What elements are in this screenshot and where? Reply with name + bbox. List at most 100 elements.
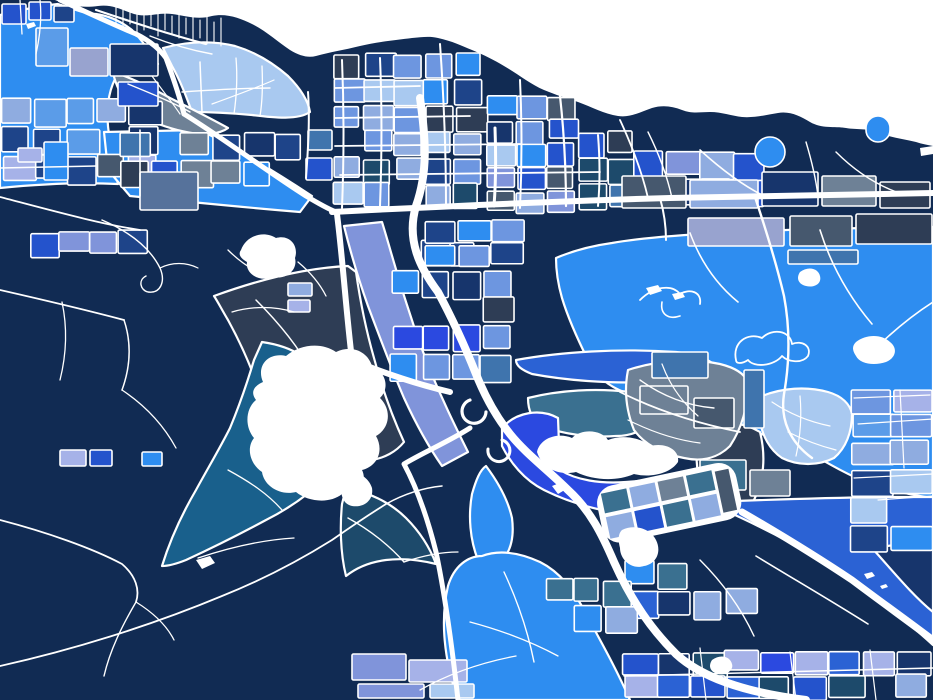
road-suburb-v2	[379, 57, 383, 207]
road-highway-southeast	[738, 508, 933, 644]
road-suburb-v3	[439, 43, 447, 209]
road-highway-connector	[334, 211, 355, 363]
city-block-suburb-top-a	[333, 78, 367, 103]
city-block-suburb-top-a	[424, 131, 451, 154]
road-pale-lane-2	[233, 57, 238, 115]
road-pale-lane-1	[199, 61, 203, 113]
road-azure-lane-3	[689, 232, 739, 303]
notch-right-edge	[920, 146, 933, 156]
city-block-suburb-top-a	[425, 105, 454, 133]
road-gray-knob-lane-1	[639, 379, 715, 409]
road-ridge-lane-3	[699, 149, 765, 197]
city-block	[141, 451, 163, 467]
road-lake-area-lane-1	[227, 249, 267, 277]
road-br-street-v3	[869, 649, 877, 700]
pond-in-teal	[196, 556, 215, 569]
road-sw-long-road	[0, 503, 387, 667]
lake-spur	[341, 472, 373, 507]
city-block	[89, 449, 113, 467]
road-highway-east-west	[329, 190, 933, 215]
road-west-mid-1	[0, 289, 125, 321]
road-west-mid-4	[121, 389, 177, 449]
city-block-blocks-bottom-right-rows	[621, 653, 660, 676]
city-block-blocks-below-highway-mid	[489, 241, 525, 265]
road-gray-knob-lane-3	[627, 419, 701, 444]
city-block-blocks-southeast-mid	[725, 587, 759, 615]
city-block-blocks-bottom-right-rows	[656, 674, 691, 698]
city-block-blocks-below-shore-road	[57, 231, 91, 252]
city-block-suburb-top-a	[364, 129, 393, 152]
city-block	[287, 282, 313, 297]
road-west-hook	[101, 219, 164, 293]
city-block-blocks-center	[391, 269, 420, 295]
road-corner-lane-1	[19, 0, 23, 35]
road-suburb-v6	[558, 94, 568, 208]
lens-grid-stadium-cell	[714, 468, 738, 513]
road-highway-ns	[408, 94, 810, 700]
road-charcoal-lane-1	[255, 299, 313, 373]
city-block	[351, 653, 407, 681]
city-block	[761, 171, 819, 207]
city-block-blocks-south-center	[605, 605, 639, 634]
city-block-suburb-top-a	[424, 53, 453, 79]
road-se-flats-lane-2	[699, 559, 755, 637]
road-suburb-h3	[334, 143, 521, 147]
road-right-edge-lane-4	[877, 495, 933, 501]
road-se-flats-lane-1	[755, 555, 869, 625]
speck-topleft	[26, 22, 36, 29]
lens-grid-stadium-cell	[657, 476, 688, 502]
city-block	[639, 385, 689, 415]
road-charcoal-lane-2	[311, 371, 367, 381]
city-block-suburb-top-a	[332, 181, 364, 205]
lens-grid-stadium-cell	[629, 482, 659, 508]
city-block-suburb-top-b	[516, 143, 547, 168]
road-pale-lane-5	[211, 79, 275, 105]
road-marina-spine-2	[149, 35, 213, 55]
city-block-blocks-bottom-right-rows	[862, 651, 896, 677]
city-block-blocks-center	[482, 296, 515, 323]
road-gray-lane-1	[127, 83, 191, 113]
road-shoreline-road	[57, 0, 187, 117]
city-block-suburb-top-a	[453, 78, 483, 106]
city-block-blocks-west-mid	[119, 131, 152, 158]
city-block-blocks-northwest	[96, 153, 125, 178]
road-suburb-v4	[492, 126, 498, 208]
city-block-blocks-south-center	[545, 577, 574, 601]
road-suburb-v1	[341, 59, 345, 209]
road-petrol-lane-1	[347, 517, 405, 563]
city-block	[651, 351, 709, 379]
city-block	[787, 249, 859, 265]
road-lake-area-lane-2	[297, 261, 327, 297]
city-block-blocks-west-mid	[243, 131, 276, 157]
city-block-suburb-top-b	[486, 121, 514, 144]
road-suburb-h4	[339, 171, 601, 176]
city-block	[17, 147, 43, 163]
road-sw-coast-2	[103, 601, 137, 677]
road-marina-spine	[94, 8, 208, 46]
road-ramp-loop-2	[486, 438, 512, 464]
road-azure-lane-4	[819, 229, 873, 325]
city-block-suburb-top-c	[578, 183, 608, 211]
city-block-suburb-top-a	[455, 106, 489, 133]
road-azure-lane-2	[660, 301, 681, 318]
city-block-suburb-top-a	[363, 181, 390, 208]
lens-grid-stadium-cell	[690, 493, 721, 521]
city-block-blocks-west-mid	[179, 131, 210, 156]
city-block-blocks-east-suburb	[699, 151, 736, 181]
city-block-blocks-right-edge-low	[889, 468, 933, 495]
city-block-blocks-center	[392, 325, 424, 350]
road-azure-lane-6	[619, 391, 741, 433]
city-block	[821, 175, 877, 207]
city-block-blocks-below-highway-mid	[424, 244, 456, 267]
city-block	[53, 5, 75, 23]
city-block-blocks-west-mid	[274, 133, 302, 161]
lake-east-small	[798, 268, 821, 287]
road-right-edge-lane-5	[899, 389, 905, 469]
city-block-blocks-south-center	[573, 577, 599, 602]
road-west-thin-1	[0, 165, 97, 169]
city-block-suburb-top-a	[452, 158, 482, 185]
road-gray-knob-lane-2	[661, 363, 699, 417]
city-block-blocks-west-mid	[210, 160, 241, 184]
